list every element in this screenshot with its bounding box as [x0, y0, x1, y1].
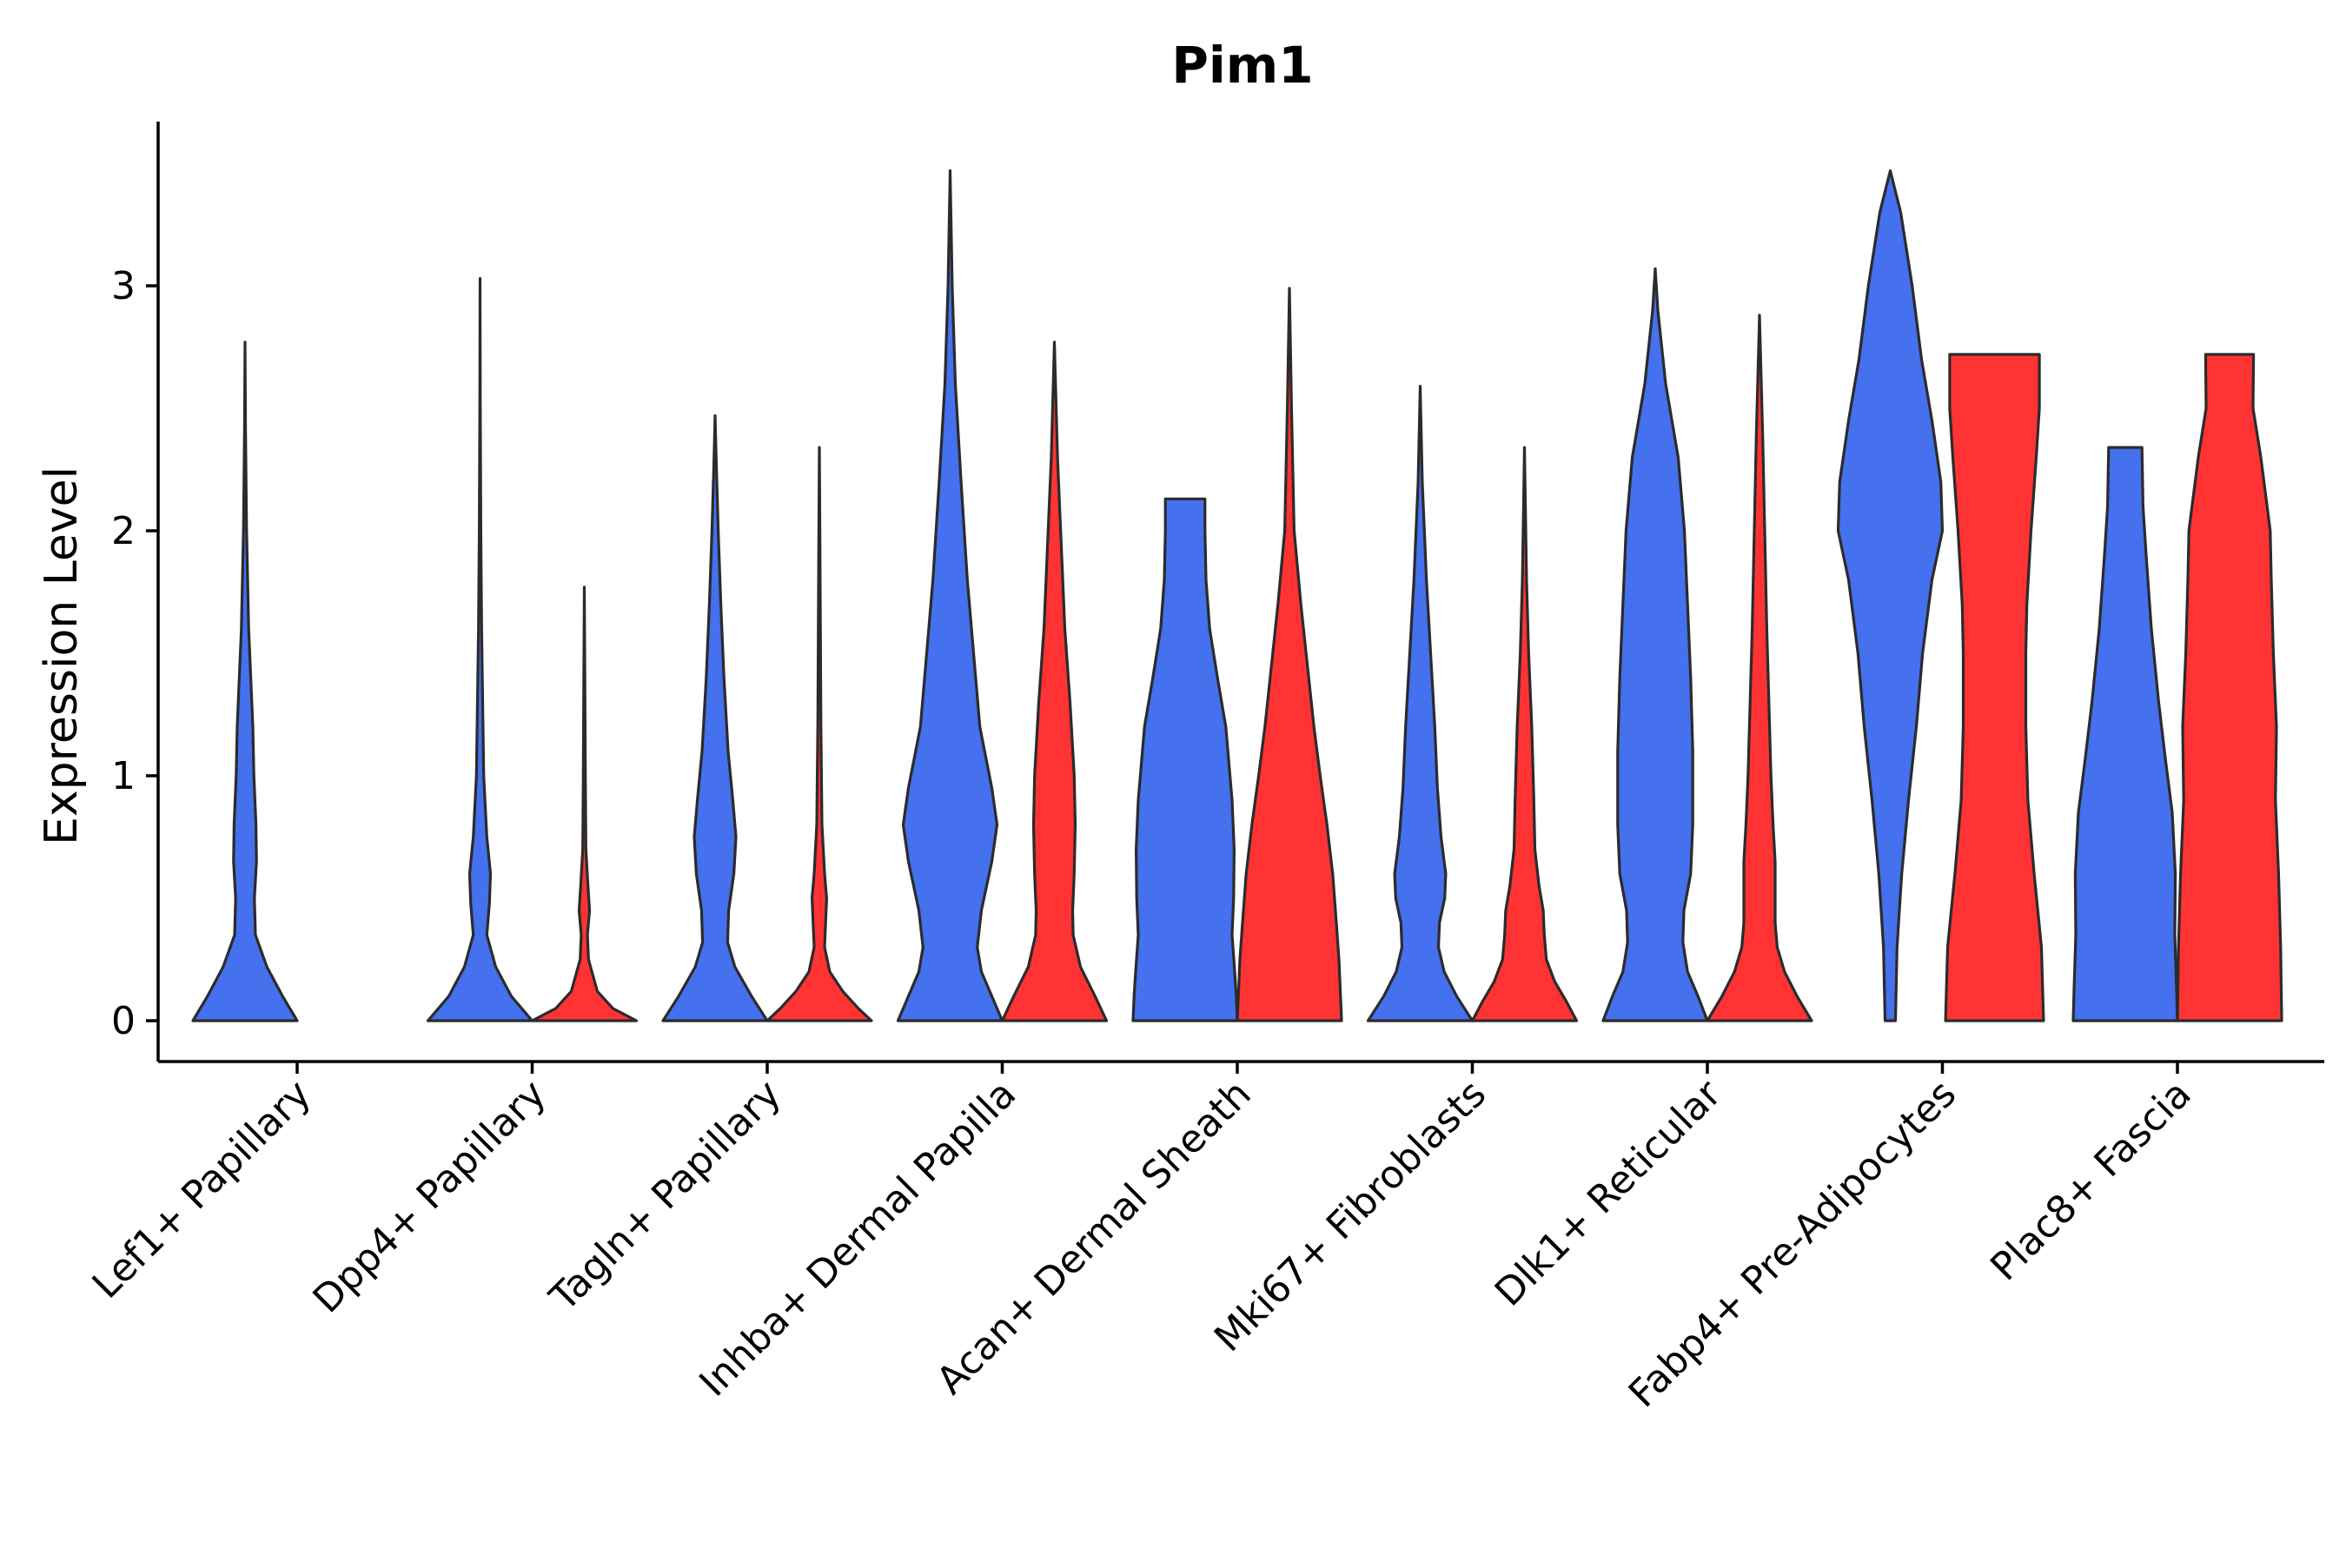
violin-4-b	[1000, 341, 1109, 1022]
x-tick-label-6: Mki67+ Fibroblasts	[1206, 1072, 1494, 1360]
x-tick-label-1: Lef1+ Papillary	[84, 1072, 320, 1307]
violin-8-b	[1944, 353, 2045, 1022]
violin-6-b	[1470, 446, 1579, 1022]
violin-9-a	[2071, 446, 2179, 1022]
x-tick-label-7: Dlk1+ Reticular	[1487, 1071, 1731, 1315]
violin-7-b	[1706, 314, 1813, 1022]
violin-9-b	[2176, 353, 2283, 1022]
violin-5-b	[1236, 287, 1343, 1022]
violin-4-a	[896, 169, 1004, 1022]
violin-8-a	[1836, 169, 1945, 1022]
y-tick-label-2: 2	[111, 509, 136, 553]
violin-3-a	[661, 414, 769, 1022]
x-tick-label-2: Dpp4+ Papillary	[305, 1072, 555, 1322]
violin-6-a	[1366, 385, 1475, 1022]
y-tick-label-1: 1	[111, 754, 136, 798]
violin-2-a	[426, 276, 534, 1022]
violin-2-b	[530, 586, 639, 1022]
x-tick-label-3: Tagln+ Papillary	[541, 1072, 790, 1320]
violin-7-a	[1601, 267, 1709, 1022]
violin-3-b	[765, 446, 873, 1022]
violin-layer	[191, 169, 2283, 1022]
y-tick-label-3: 3	[111, 264, 136, 308]
y-axis-label: Expression Level	[36, 466, 88, 845]
x-tick-label-9: Plac8+ Fascia	[1982, 1072, 2200, 1290]
chart-title: Pim1	[1171, 36, 1313, 95]
y-tick-label-0: 0	[111, 999, 136, 1043]
violin-5-a	[1131, 497, 1239, 1022]
violin-1-a	[191, 341, 299, 1022]
